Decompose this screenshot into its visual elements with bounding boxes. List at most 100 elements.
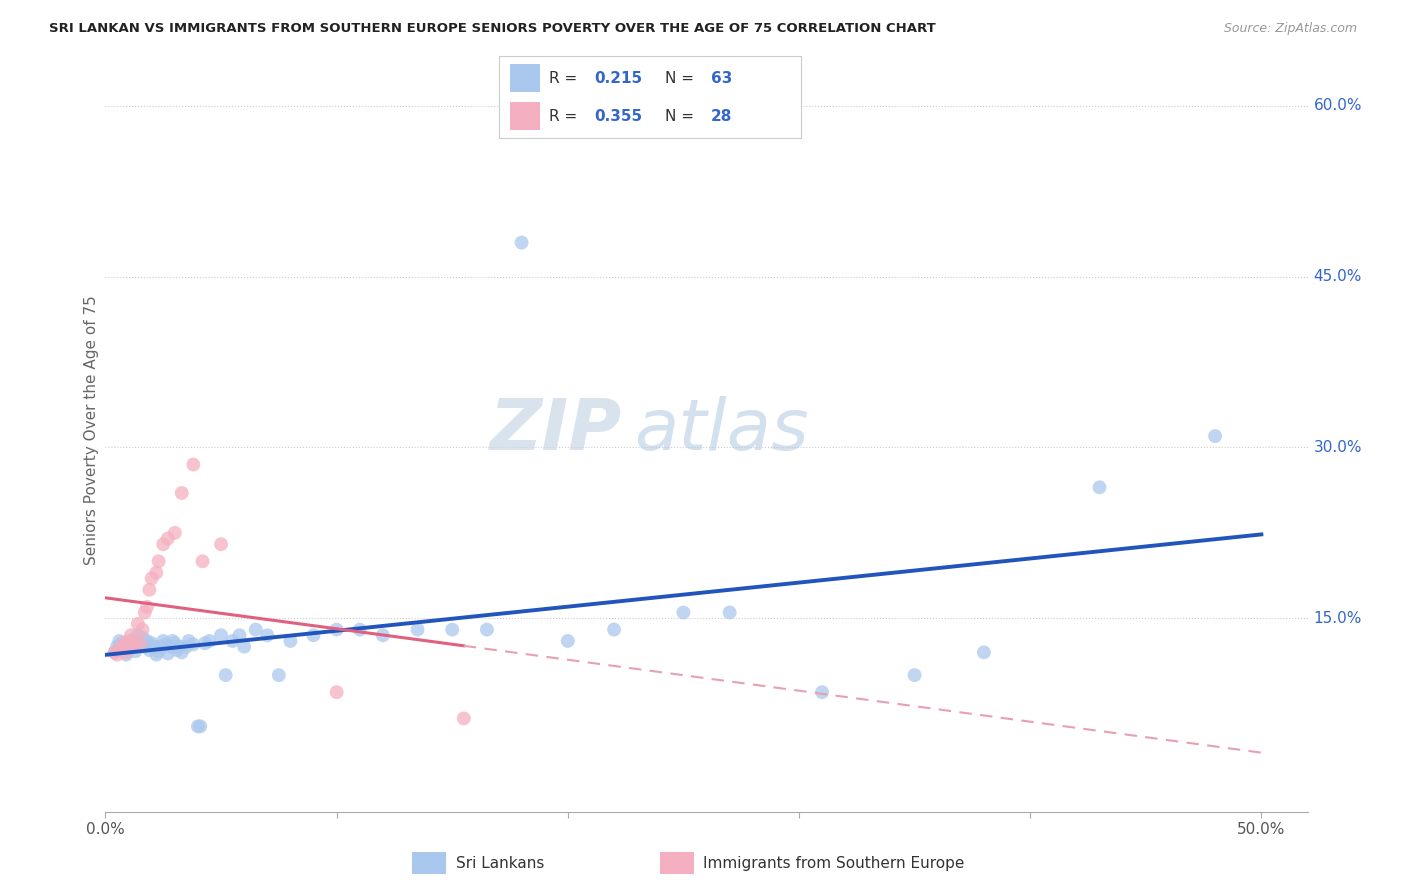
Text: N =: N =: [665, 109, 699, 124]
Point: [441, 623, 464, 637]
Text: atlas: atlas: [634, 396, 808, 465]
Point: [127, 628, 149, 642]
Point: [111, 636, 134, 650]
Point: [191, 554, 214, 568]
Point: [152, 537, 174, 551]
Point: [280, 634, 302, 648]
Point: [176, 640, 198, 654]
Point: [170, 486, 193, 500]
Text: N =: N =: [665, 70, 699, 86]
Point: [406, 623, 429, 637]
Point: [245, 623, 267, 637]
Point: [169, 640, 191, 654]
Point: [302, 628, 325, 642]
Point: [124, 644, 146, 658]
Point: [510, 235, 533, 250]
Point: [181, 458, 204, 472]
Point: [155, 637, 177, 651]
Point: [134, 606, 156, 620]
Text: Immigrants from Southern Europe: Immigrants from Southern Europe: [703, 855, 965, 871]
Point: [120, 628, 142, 642]
Point: [221, 634, 243, 648]
Y-axis label: Seniors Poverty Over the Age of 75: Seniors Poverty Over the Age of 75: [83, 295, 98, 566]
Point: [129, 636, 152, 650]
Point: [134, 640, 156, 654]
Point: [127, 616, 149, 631]
Point: [267, 668, 290, 682]
Point: [149, 640, 172, 654]
Point: [115, 648, 138, 662]
Point: [453, 711, 475, 725]
Point: [138, 643, 160, 657]
Point: [811, 685, 834, 699]
Text: R =: R =: [548, 109, 582, 124]
Point: [112, 636, 135, 650]
Text: 28: 28: [710, 109, 733, 124]
Point: [163, 525, 186, 540]
Text: 0.215: 0.215: [595, 70, 643, 86]
Text: 15.0%: 15.0%: [1313, 611, 1362, 625]
Point: [117, 640, 139, 654]
Point: [136, 634, 159, 648]
Point: [228, 628, 250, 642]
Point: [194, 636, 217, 650]
Text: Source: ZipAtlas.com: Source: ZipAtlas.com: [1223, 22, 1357, 36]
Point: [141, 636, 163, 650]
Point: [233, 640, 256, 654]
Point: [111, 640, 134, 654]
Point: [672, 606, 695, 620]
Point: [136, 599, 159, 614]
Point: [187, 719, 209, 733]
Point: [104, 645, 127, 659]
Bar: [510, 103, 540, 130]
Point: [108, 643, 131, 657]
Point: [117, 634, 139, 648]
Point: [325, 623, 347, 637]
Point: [1088, 480, 1111, 494]
Point: [603, 623, 626, 637]
Text: 30.0%: 30.0%: [1313, 440, 1362, 455]
Point: [188, 719, 211, 733]
Point: [152, 634, 174, 648]
Point: [198, 634, 221, 648]
Point: [141, 571, 163, 585]
Point: [105, 640, 128, 654]
Point: [349, 623, 371, 637]
Point: [122, 640, 145, 654]
Point: [214, 668, 236, 682]
Point: [170, 645, 193, 659]
Point: [209, 628, 232, 642]
Point: [475, 623, 498, 637]
Point: [162, 634, 184, 648]
Point: [177, 634, 200, 648]
Point: [166, 643, 188, 657]
Point: [129, 636, 152, 650]
Point: [104, 645, 127, 659]
Point: [181, 637, 204, 651]
Point: [159, 640, 181, 654]
Text: 0.355: 0.355: [595, 109, 643, 124]
Point: [148, 554, 170, 568]
Point: [112, 643, 135, 657]
Point: [156, 647, 179, 661]
Point: [131, 623, 153, 637]
Point: [156, 532, 179, 546]
Text: 45.0%: 45.0%: [1313, 269, 1362, 285]
Text: ZIP: ZIP: [491, 396, 623, 465]
Point: [163, 636, 186, 650]
Text: 60.0%: 60.0%: [1313, 98, 1362, 113]
Text: Sri Lankans: Sri Lankans: [456, 855, 544, 871]
Point: [256, 628, 278, 642]
Bar: [412, 852, 446, 874]
Text: R =: R =: [548, 70, 582, 86]
Bar: [510, 64, 540, 92]
Point: [209, 537, 232, 551]
Point: [115, 645, 138, 659]
Point: [325, 685, 347, 699]
Point: [718, 606, 741, 620]
Point: [120, 634, 142, 648]
Text: SRI LANKAN VS IMMIGRANTS FROM SOUTHERN EUROPE SENIORS POVERTY OVER THE AGE OF 75: SRI LANKAN VS IMMIGRANTS FROM SOUTHERN E…: [49, 22, 936, 36]
Text: 63: 63: [710, 70, 733, 86]
Point: [145, 648, 167, 662]
Point: [973, 645, 995, 659]
